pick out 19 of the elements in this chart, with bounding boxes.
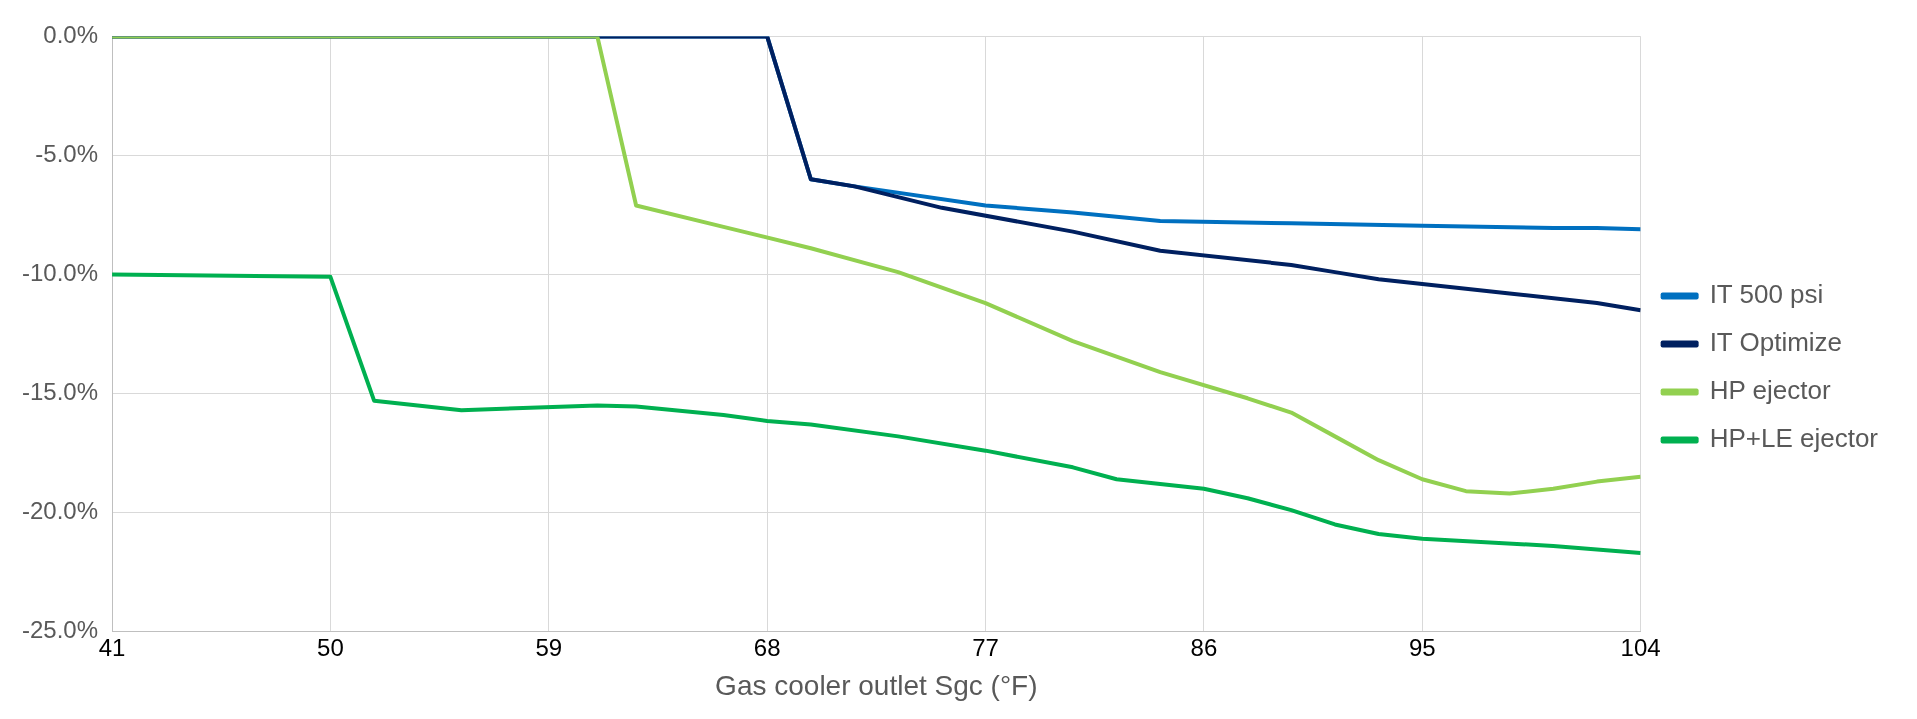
x-tick-label: 104 bbox=[1620, 633, 1661, 661]
x-tick-label: 95 bbox=[1408, 633, 1436, 661]
x-axis-title: Gas cooler outlet Sgc (°F) bbox=[715, 669, 1038, 701]
y-tick-label: -25.0% bbox=[22, 616, 99, 644]
legend-label: IT Optimize bbox=[1709, 327, 1843, 358]
legend-label: IT 500 psi bbox=[1709, 279, 1824, 310]
x-tick-label: 41 bbox=[98, 633, 126, 661]
y-tick-label: -10.0% bbox=[22, 259, 99, 287]
y-tick-label: -20.0% bbox=[22, 497, 99, 525]
y-tick-label: -15.0% bbox=[22, 378, 99, 406]
x-tick-label: 68 bbox=[753, 633, 781, 661]
x-tick-label: 77 bbox=[972, 633, 999, 661]
x-tick-label: 86 bbox=[1190, 633, 1218, 661]
x-tick-label: 59 bbox=[535, 633, 563, 661]
y-tick-label: 0.0% bbox=[43, 21, 99, 49]
y-tick-label: -5.0% bbox=[35, 140, 99, 168]
legend-label: HP+LE ejector bbox=[1709, 423, 1879, 454]
x-tick-label: 50 bbox=[317, 633, 344, 661]
legend-label: HP ejector bbox=[1709, 375, 1831, 406]
